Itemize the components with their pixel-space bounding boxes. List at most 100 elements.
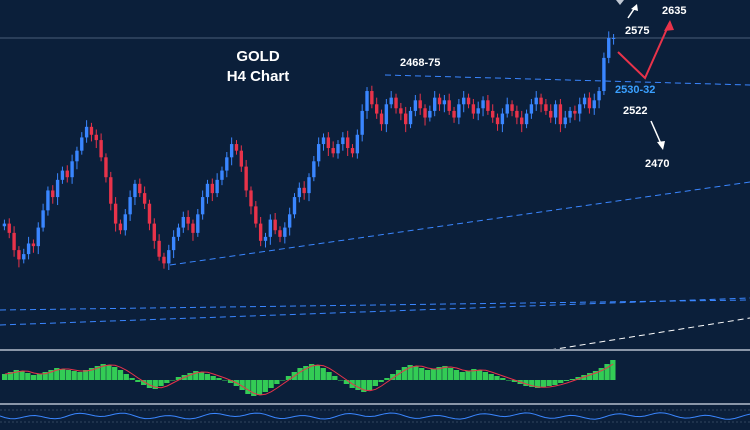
candle-body: [462, 97, 466, 105]
macd-bar: [303, 366, 309, 380]
candle-body: [99, 140, 103, 158]
macd-bar: [390, 374, 396, 380]
macd-bar: [112, 367, 118, 380]
macd-bar: [529, 380, 535, 387]
rising-trend-line: [169, 181, 750, 266]
candle-body: [181, 216, 185, 228]
chart-title: GOLD: [236, 48, 279, 65]
macd-bar: [251, 380, 257, 396]
candle-body: [515, 110, 519, 118]
candle-body: [423, 108, 427, 118]
macd-bar: [309, 364, 315, 380]
candle-body: [205, 183, 210, 198]
white-dashed-line: [549, 317, 750, 351]
macd-bar: [175, 377, 182, 380]
candle-body: [331, 148, 335, 154]
candle-body: [104, 157, 108, 178]
candle-body: [582, 97, 587, 105]
label-resistance: 2468-75: [400, 57, 440, 69]
candle-body: [2, 223, 7, 227]
candlestick-series: [2, 31, 616, 270]
candle-body: [399, 108, 403, 114]
candle-body: [471, 104, 476, 114]
candle-body: [394, 97, 398, 109]
macd-bar: [465, 371, 471, 380]
candle-body: [457, 104, 461, 118]
macd-bar: [488, 374, 494, 380]
candle-body: [200, 197, 205, 215]
macd-bar: [256, 380, 263, 395]
candle-body: [229, 144, 234, 158]
candle-body: [437, 97, 442, 105]
macd-bar: [534, 380, 541, 388]
candle-body: [587, 97, 592, 109]
candle-body: [611, 38, 616, 39]
candle-body: [258, 223, 263, 241]
macd-bar: [187, 373, 193, 380]
top-marker-icon: [616, 0, 624, 5]
macd-bar: [94, 366, 100, 380]
candle-body: [80, 137, 84, 151]
macd-bar: [83, 370, 89, 380]
macd-bar: [245, 380, 251, 394]
macd-bar: [106, 365, 112, 380]
candle-body: [210, 183, 214, 194]
label-support: 2530-32: [615, 84, 655, 96]
macd-bar: [54, 368, 60, 380]
red-arrow-head: [664, 20, 674, 31]
macd-bar: [117, 370, 124, 380]
white-up-arrow-head: [631, 4, 638, 11]
macd-bar: [280, 380, 286, 381]
macd-bar: [222, 380, 228, 381]
macd-bar: [384, 378, 390, 380]
macd-bar: [227, 380, 234, 383]
macd-bar: [569, 379, 575, 380]
candle-body: [321, 137, 326, 145]
candle-body: [597, 91, 601, 101]
candle-body: [360, 110, 364, 135]
candle-body: [495, 117, 500, 125]
macd-bar: [332, 376, 338, 380]
macd-bar: [7, 372, 14, 380]
candle-body: [539, 97, 543, 105]
macd-bar: [71, 371, 77, 380]
macd-bar: [395, 370, 402, 380]
candle-body: [70, 161, 74, 178]
candle-body: [578, 104, 582, 114]
macd-bar: [77, 372, 83, 380]
macd-bar: [476, 370, 483, 380]
macd-bar: [587, 373, 593, 380]
candle-body: [31, 243, 36, 247]
candle-body: [167, 250, 171, 264]
candle-body: [55, 179, 60, 198]
macd-bar: [158, 380, 164, 386]
horizontal-support-line: [0, 299, 750, 311]
macd-bar: [540, 380, 546, 387]
candle-body: [191, 223, 195, 233]
candle-body: [273, 219, 277, 231]
macd-bar: [552, 380, 558, 385]
candle-body: [452, 110, 456, 118]
candle-body: [553, 104, 558, 118]
macd-bar: [152, 380, 158, 389]
macd-bar: [337, 380, 344, 381]
macd-bar: [459, 372, 465, 380]
candle-body: [476, 108, 480, 114]
lower-channel-line: [0, 297, 750, 326]
red-projection-arrow: [617, 21, 671, 80]
macd-bar: [430, 369, 436, 380]
candle-body: [249, 190, 253, 207]
macd-bar: [262, 380, 268, 392]
candle-body: [109, 177, 113, 204]
candle-body: [292, 197, 297, 215]
candle-body: [176, 227, 181, 237]
candle-body: [447, 100, 451, 111]
candle-body: [138, 183, 142, 194]
label-target-low1: 2522: [623, 105, 647, 117]
macd-bar: [59, 369, 66, 380]
candle-body: [7, 223, 11, 233]
macd-bar: [419, 368, 425, 380]
macd-bar: [48, 370, 54, 380]
macd-bar: [505, 380, 512, 381]
macd-bar: [511, 380, 518, 382]
